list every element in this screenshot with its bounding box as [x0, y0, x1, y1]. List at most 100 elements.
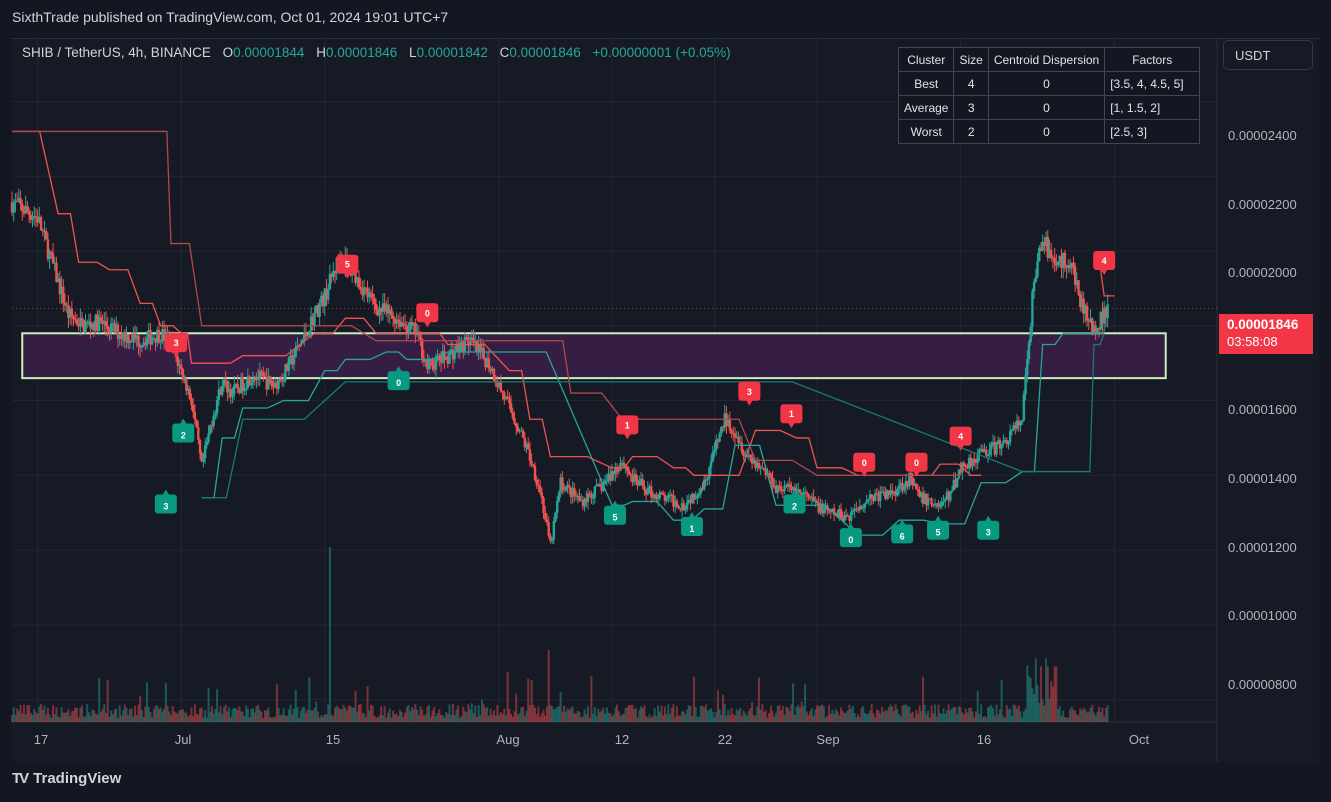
candle-body: [132, 333, 135, 342]
candle-body: [362, 287, 366, 296]
volume-bar: [154, 705, 157, 722]
volume-bar: [949, 710, 952, 722]
short-stop-1: [12, 130, 982, 476]
volume-bar: [986, 707, 989, 722]
candle-body: [638, 481, 641, 486]
candle-body: [918, 490, 921, 497]
candle-body: [309, 316, 313, 331]
candle-body: [292, 357, 296, 365]
candle-body: [540, 492, 544, 498]
sell-signal-label: [949, 426, 972, 451]
volume-bar: [366, 686, 369, 722]
candle-body: [511, 412, 515, 418]
candle-body: [653, 494, 656, 498]
candle-body: [453, 351, 456, 360]
volume-bar: [928, 717, 931, 722]
volume-bar: [778, 705, 781, 722]
volume-bar: [600, 710, 603, 722]
candle-body: [231, 394, 234, 398]
candle-body: [215, 399, 219, 414]
volume-bar: [604, 713, 607, 722]
candle-body: [1002, 440, 1005, 444]
volume-bar: [957, 706, 960, 722]
candle-body: [749, 454, 752, 458]
volume-bar: [667, 704, 670, 722]
candle-body: [209, 425, 212, 434]
buy-signal-text: 6: [900, 531, 905, 541]
volume-bar: [850, 708, 853, 722]
candle-body: [373, 297, 376, 304]
candle-body: [533, 466, 537, 481]
candle-body: [949, 491, 952, 501]
currency-selector[interactable]: USDT: [1223, 40, 1313, 70]
candle-body: [1077, 280, 1080, 295]
candle-body: [904, 480, 908, 488]
tradingview-logo[interactable]: TV TradingView: [12, 770, 121, 787]
symbol-label[interactable]: SHIB / TetherUS, 4h, BINANCE: [22, 45, 211, 60]
candle-body: [812, 496, 815, 502]
candle-body: [545, 519, 549, 523]
volume-bar: [346, 710, 349, 722]
volume-bar: [916, 713, 919, 722]
volume-bar: [595, 716, 598, 722]
candle-body: [1007, 442, 1010, 445]
candle-body: [916, 489, 920, 491]
candle-body: [581, 500, 585, 507]
volume-bar: [354, 690, 357, 722]
candle-body: [605, 480, 609, 482]
candle-body: [149, 330, 152, 345]
candle-body: [697, 493, 701, 496]
candle-body: [641, 479, 644, 487]
volume-bar: [843, 713, 846, 722]
volume-bar: [532, 704, 535, 722]
candle-body: [819, 503, 822, 513]
candle-body: [952, 480, 955, 491]
volume-bar: [670, 707, 673, 722]
volume-bar: [474, 705, 477, 722]
candle-body: [1082, 298, 1085, 314]
candle-body: [1026, 358, 1029, 376]
volume-bar: [1053, 666, 1056, 722]
volume-bar: [704, 704, 707, 722]
volume-bar: [725, 715, 728, 722]
candle-body: [850, 512, 853, 521]
volume-bar: [734, 715, 736, 722]
support-zone: [21, 332, 1167, 380]
candle-body: [145, 338, 149, 346]
candle-body: [323, 288, 326, 307]
buy-signal-label: [154, 489, 177, 514]
candle-body: [234, 384, 238, 386]
volume-bar: [453, 715, 456, 722]
volume-bar: [922, 676, 925, 722]
candle-body: [899, 483, 902, 486]
volume-bar: [622, 713, 625, 722]
candle-body: [579, 500, 583, 502]
candle-body: [251, 378, 255, 382]
candle-body: [491, 368, 494, 372]
candle-body: [101, 320, 104, 325]
volume-bar: [494, 715, 497, 722]
sell-signal-label: [1093, 250, 1116, 275]
candle-body: [620, 462, 624, 464]
sell-signal-text: 0: [862, 458, 867, 468]
volume-bar: [710, 708, 713, 722]
candle-body: [528, 449, 532, 462]
volume-bar: [282, 708, 285, 722]
header-cell: Size: [953, 47, 989, 72]
candle-body: [407, 331, 410, 333]
candle-body: [1099, 311, 1102, 330]
candle-body: [716, 439, 720, 442]
candle-body: [103, 321, 106, 325]
candle-body: [1008, 430, 1012, 443]
candle-body: [1063, 252, 1067, 266]
candle-body: [255, 377, 258, 381]
volume-bar: [575, 713, 578, 722]
volume-bar: [371, 705, 374, 722]
volume-bar: [1036, 684, 1039, 722]
candle-body: [484, 357, 487, 368]
candle-body: [150, 338, 154, 345]
candle-body: [414, 322, 417, 336]
candle-body: [89, 321, 92, 329]
volume-bar: [860, 707, 863, 722]
